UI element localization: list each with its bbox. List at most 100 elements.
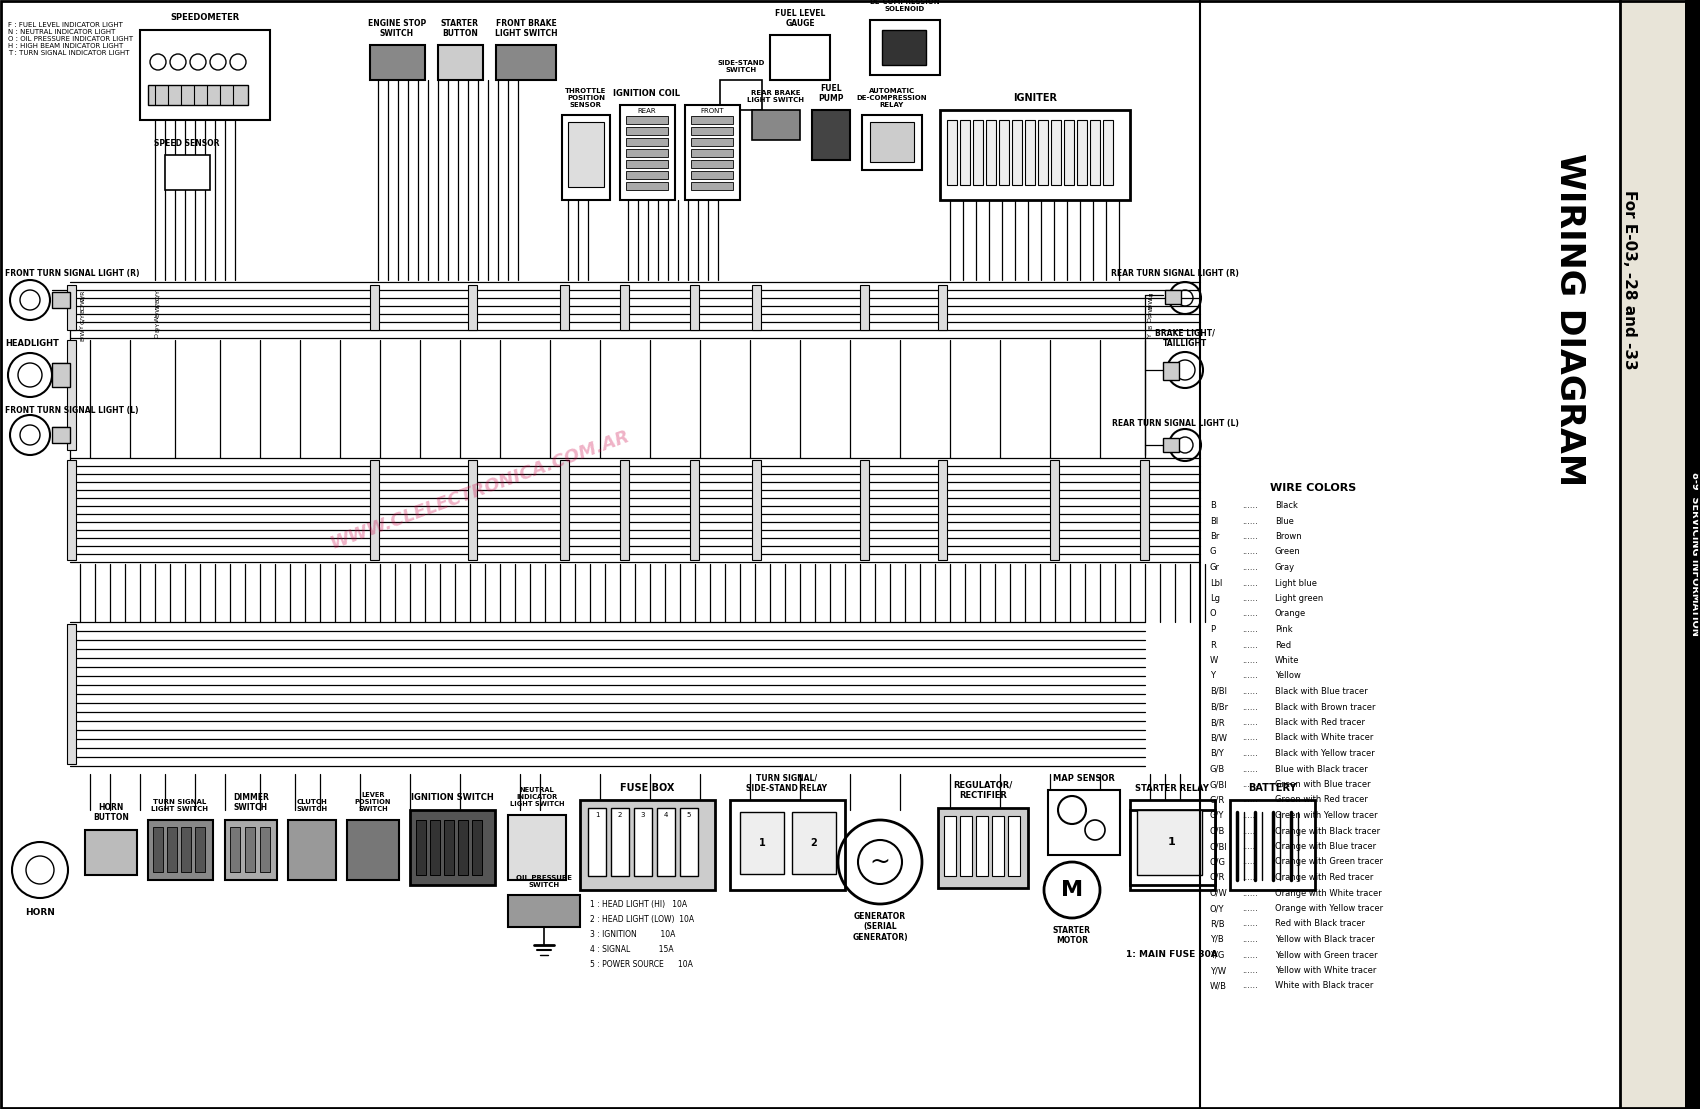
Bar: [1103, 120, 1114, 185]
Text: 8-9  SERVICING INFORMATION: 8-9 SERVICING INFORMATION: [1690, 472, 1700, 635]
Text: Blue with Black tracer: Blue with Black tracer: [1275, 764, 1368, 773]
Bar: [1039, 120, 1047, 185]
Text: R: R: [1210, 641, 1215, 650]
Text: Black with Red tracer: Black with Red tracer: [1275, 718, 1365, 728]
Text: SPEED SENSOR: SPEED SENSOR: [155, 139, 219, 147]
Text: Orange: Orange: [1275, 610, 1306, 619]
Text: 5: 5: [687, 812, 692, 818]
Text: ENGINE STOP
SWITCH: ENGINE STOP SWITCH: [367, 19, 427, 38]
Text: LEVER
POSITION
SWITCH: LEVER POSITION SWITCH: [355, 792, 391, 812]
Text: ......: ......: [1243, 904, 1258, 913]
Bar: [740, 812, 784, 874]
Bar: [559, 285, 570, 330]
Text: B/Y: B/Y: [155, 322, 160, 332]
Bar: [690, 285, 699, 330]
Text: G/Y: G/Y: [80, 314, 85, 325]
Bar: [1051, 120, 1061, 185]
Bar: [287, 820, 337, 881]
Text: Pink: Pink: [1275, 625, 1292, 634]
Bar: [751, 110, 801, 140]
Text: WWW.CLELECTRONICA.COM.AR: WWW.CLELECTRONICA.COM.AR: [328, 427, 632, 552]
Bar: [148, 85, 248, 105]
Bar: [66, 624, 76, 764]
Text: 1: 1: [758, 838, 765, 848]
Text: O/Y: O/Y: [155, 289, 160, 301]
Text: B/W: B/W: [1210, 733, 1227, 743]
Text: White with Black tracer: White with Black tracer: [1275, 981, 1374, 990]
Bar: [729, 800, 845, 891]
Text: 1: MAIN FUSE 30A: 1: MAIN FUSE 30A: [1125, 950, 1217, 959]
Text: ......: ......: [1243, 811, 1258, 820]
Text: G/B: G/B: [1210, 764, 1226, 773]
Bar: [371, 285, 379, 330]
Text: 1: 1: [1168, 837, 1176, 847]
Text: ......: ......: [1243, 579, 1258, 588]
Text: BRAKE LIGHT/
TAILLIGHT: BRAKE LIGHT/ TAILLIGHT: [1154, 328, 1216, 348]
Text: ......: ......: [1243, 780, 1258, 788]
Bar: [690, 460, 699, 560]
Text: ......: ......: [1243, 625, 1258, 634]
Bar: [976, 816, 988, 876]
Text: STARTER
BUTTON: STARTER BUTTON: [440, 19, 479, 38]
Bar: [468, 285, 478, 330]
Text: 3: 3: [641, 812, 646, 818]
Text: ......: ......: [1243, 657, 1258, 665]
Text: TURN SIGNAL
LIGHT SWITCH: TURN SIGNAL LIGHT SWITCH: [151, 798, 209, 812]
Bar: [457, 820, 468, 875]
Bar: [620, 460, 629, 560]
Text: WIRING DIAGRAM: WIRING DIAGRAM: [1554, 153, 1586, 487]
Text: W: W: [155, 316, 160, 322]
Bar: [882, 30, 927, 65]
Bar: [568, 122, 604, 187]
Bar: [690, 128, 733, 135]
Text: ......: ......: [1243, 718, 1258, 728]
Text: Orange with Green tracer: Orange with Green tracer: [1275, 857, 1384, 866]
Text: 1: 1: [595, 812, 598, 818]
Text: FRONT: FRONT: [700, 108, 724, 114]
Bar: [165, 155, 211, 190]
Text: ......: ......: [1243, 919, 1258, 928]
Text: 2: 2: [617, 812, 622, 818]
Text: Orange with Yellow tracer: Orange with Yellow tracer: [1275, 904, 1384, 913]
Text: Y: Y: [80, 325, 85, 329]
Bar: [153, 827, 163, 872]
Bar: [690, 160, 733, 167]
Bar: [416, 820, 427, 875]
Bar: [180, 827, 190, 872]
Text: B: B: [1148, 325, 1153, 329]
Text: Black with Brown tracer: Black with Brown tracer: [1275, 702, 1375, 712]
Bar: [944, 816, 955, 876]
Bar: [620, 105, 675, 200]
Bar: [972, 120, 983, 185]
Text: AUTOMATIC
DE-COMPRESSION
SOLENOID: AUTOMATIC DE-COMPRESSION SOLENOID: [870, 0, 940, 12]
Text: CLUTCH
SWITCH: CLUTCH SWITCH: [296, 798, 328, 812]
Text: Light green: Light green: [1275, 594, 1323, 603]
Text: IGNITION SWITCH: IGNITION SWITCH: [411, 793, 493, 802]
Bar: [960, 120, 971, 185]
Text: ......: ......: [1243, 702, 1258, 712]
Bar: [260, 827, 270, 872]
Text: B/W: B/W: [80, 328, 85, 342]
Text: Orange with Blue tracer: Orange with Blue tracer: [1275, 842, 1375, 851]
Text: FRONT TURN SIGNAL LIGHT (L): FRONT TURN SIGNAL LIGHT (L): [5, 406, 138, 415]
Text: W/B: W/B: [1210, 981, 1227, 990]
Text: Yellow with White tracer: Yellow with White tracer: [1275, 966, 1377, 975]
Bar: [53, 292, 70, 308]
Text: B/Bl: B/Bl: [1210, 686, 1227, 696]
Text: 2 : HEAD LIGHT (LOW)  10A: 2 : HEAD LIGHT (LOW) 10A: [590, 915, 694, 924]
Text: Y: Y: [1148, 333, 1153, 337]
Bar: [224, 820, 277, 881]
Bar: [1137, 810, 1202, 875]
Text: SIDE-STAND
SWITCH: SIDE-STAND SWITCH: [717, 60, 765, 73]
Text: Bl: Bl: [1210, 517, 1219, 526]
Bar: [371, 45, 425, 80]
Text: FUSE BOX: FUSE BOX: [620, 783, 675, 793]
Text: TURN SIGNAL/
SIDE-STAND RELAY: TURN SIGNAL/ SIDE-STAND RELAY: [746, 774, 828, 793]
Bar: [371, 460, 379, 560]
Text: G/Y: G/Y: [1210, 811, 1224, 820]
Bar: [580, 800, 716, 891]
Text: ......: ......: [1243, 686, 1258, 696]
Text: Y/B: Y/B: [1210, 935, 1224, 944]
Text: THROTTLE
POSITION
SENSOR: THROTTLE POSITION SENSOR: [566, 88, 607, 108]
Text: ......: ......: [1243, 610, 1258, 619]
